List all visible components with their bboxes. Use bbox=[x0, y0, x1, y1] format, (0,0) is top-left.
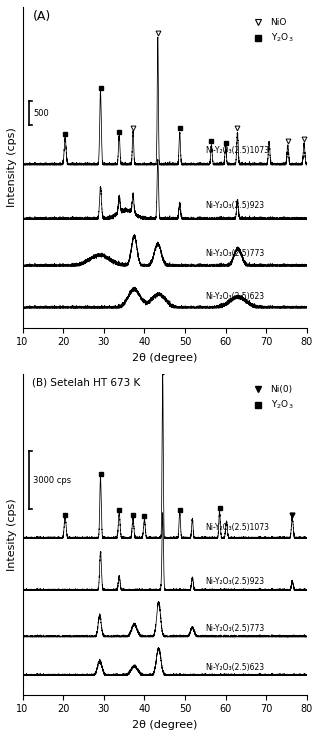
Text: Ni-Y₂O₃(2.5)623: Ni-Y₂O₃(2.5)623 bbox=[205, 292, 264, 301]
Legend: Ni(0), Y$_2$O$_3$: Ni(0), Y$_2$O$_3$ bbox=[245, 382, 297, 415]
X-axis label: 2θ (degree): 2θ (degree) bbox=[132, 353, 197, 363]
Text: Ni-Y₂O₃(2.5)773: Ni-Y₂O₃(2.5)773 bbox=[205, 249, 265, 258]
X-axis label: 2θ (degree): 2θ (degree) bbox=[132, 720, 197, 730]
Text: Ni-Y₂O₃(2.5)623: Ni-Y₂O₃(2.5)623 bbox=[205, 663, 264, 672]
Text: (B) Setelah HT 673 K: (B) Setelah HT 673 K bbox=[32, 377, 141, 387]
Text: (A): (A) bbox=[32, 10, 51, 23]
Text: Ni-Y₂O₃(2.5)923: Ni-Y₂O₃(2.5)923 bbox=[205, 576, 264, 586]
Y-axis label: Intensity (cps): Intensity (cps) bbox=[7, 128, 17, 207]
Y-axis label: Intesity (cps): Intesity (cps) bbox=[7, 498, 17, 570]
Text: Ni-Y₂O₃(2.5)923: Ni-Y₂O₃(2.5)923 bbox=[205, 201, 264, 210]
Text: Ni-Y₂O₃(2.5)1073: Ni-Y₂O₃(2.5)1073 bbox=[205, 523, 269, 533]
Text: 3000 cps: 3000 cps bbox=[34, 476, 72, 485]
Text: Ni-Y₂O₃(2.5)1073: Ni-Y₂O₃(2.5)1073 bbox=[205, 146, 269, 155]
Legend: NiO, Y$_2$O$_3$: NiO, Y$_2$O$_3$ bbox=[245, 15, 297, 48]
Text: 500: 500 bbox=[34, 108, 49, 117]
Text: Ni-Y₂O₃(2.5)773: Ni-Y₂O₃(2.5)773 bbox=[205, 624, 265, 633]
